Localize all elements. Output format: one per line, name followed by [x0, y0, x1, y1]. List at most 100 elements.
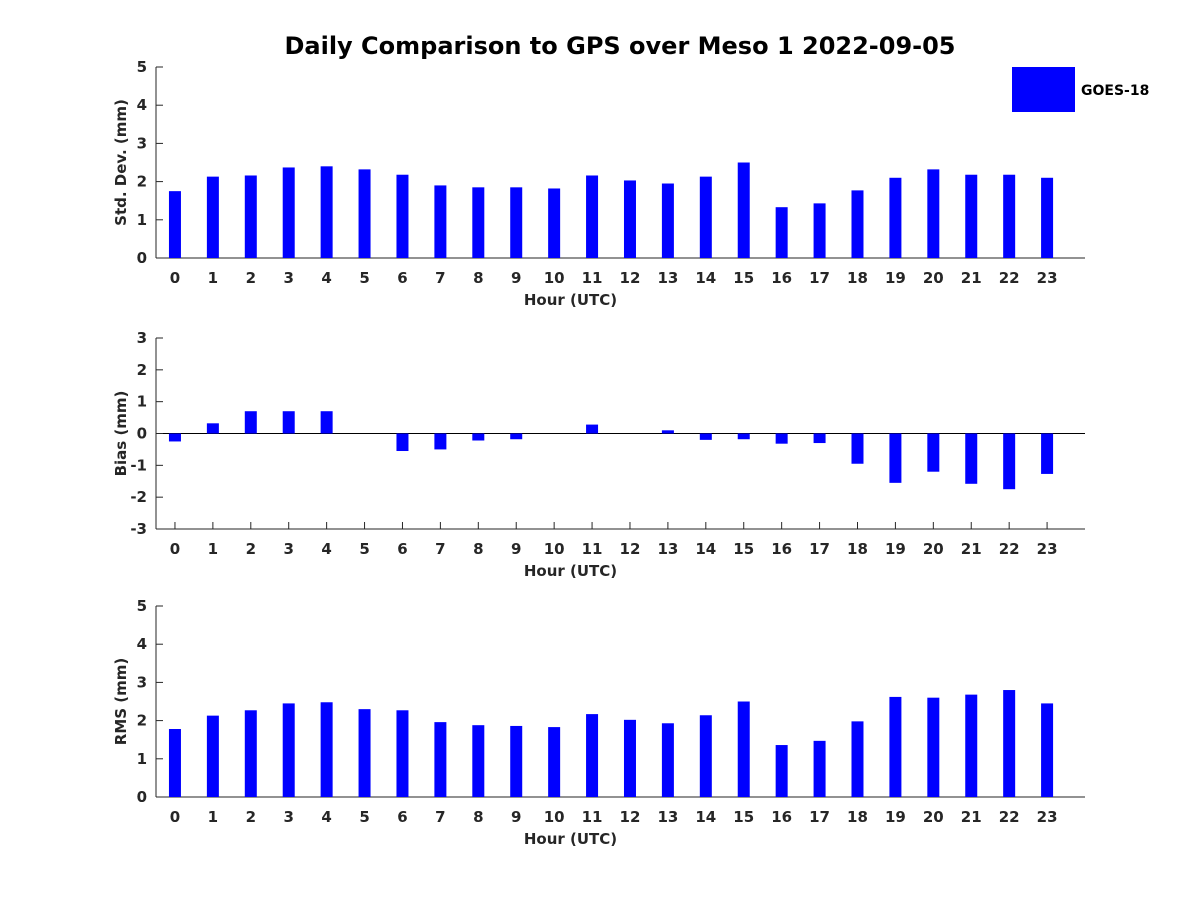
x-tick-label: 17	[809, 808, 830, 826]
x-tick-label: 9	[511, 540, 521, 558]
x-tick-label: 7	[435, 540, 445, 558]
x-tick-label: 17	[809, 540, 830, 558]
x-tick-label: 10	[544, 808, 565, 826]
x-tick-label: 8	[473, 808, 483, 826]
x-tick-label: 9	[511, 808, 521, 826]
bar-hour-6	[396, 433, 409, 452]
x-tick-label: 2	[246, 540, 256, 558]
bar-hour-11	[586, 175, 599, 258]
bar-hour-13	[661, 430, 674, 434]
bar-hour-17	[813, 433, 826, 444]
x-tick-label: 15	[733, 540, 754, 558]
y-axis-label: Std. Dev. (mm)	[112, 99, 130, 226]
bar-hour-14	[699, 433, 712, 440]
x-tick-label: 13	[657, 808, 678, 826]
bar-hour-8	[472, 187, 485, 258]
x-tick-label: 20	[923, 269, 944, 287]
bar-hour-15	[737, 162, 750, 258]
x-tick-label: 5	[359, 808, 369, 826]
x-tick-label: 11	[582, 540, 603, 558]
y-tick-label: 1	[137, 393, 147, 411]
x-tick-label: 10	[544, 540, 565, 558]
y-axis-label: RMS (mm)	[112, 658, 130, 745]
x-tick-label: 3	[283, 269, 293, 287]
x-tick-label: 18	[847, 808, 868, 826]
chart-title: Daily Comparison to GPS over Meso 1 2022…	[284, 32, 955, 60]
x-tick-label: 7	[435, 269, 445, 287]
bar-hour-14	[699, 715, 712, 797]
x-tick-label: 0	[170, 540, 180, 558]
bar-hour-6	[396, 710, 409, 797]
bar-hour-21	[965, 694, 978, 797]
x-tick-label: 16	[771, 808, 792, 826]
x-tick-label: 14	[695, 540, 716, 558]
x-axis-label: Hour (UTC)	[524, 291, 617, 309]
y-tick-label: 2	[137, 712, 147, 730]
x-tick-label: 2	[246, 269, 256, 287]
x-tick-label: 23	[1037, 269, 1058, 287]
x-tick-label: 17	[809, 269, 830, 287]
bar-hour-9	[510, 725, 523, 797]
x-tick-label: 2	[246, 808, 256, 826]
bar-hour-7	[434, 433, 447, 450]
x-tick-label: 3	[283, 540, 293, 558]
bar-hour-8	[472, 433, 485, 441]
y-tick-label: 2	[137, 361, 147, 379]
bar-hour-1	[206, 423, 219, 434]
x-tick-label: 1	[208, 269, 218, 287]
x-tick-label: 8	[473, 540, 483, 558]
y-tick-label: 3	[137, 134, 147, 152]
x-tick-label: 5	[359, 269, 369, 287]
bar-hour-9	[510, 187, 523, 258]
bar-hour-5	[358, 169, 371, 258]
x-tick-label: 12	[620, 269, 641, 287]
bar-hour-22	[1003, 433, 1016, 490]
bar-hour-7	[434, 722, 447, 797]
bar-hour-10	[548, 727, 561, 797]
bar-hour-18	[851, 433, 864, 464]
y-tick-label: 5	[137, 597, 147, 615]
y-tick-label: 5	[137, 58, 147, 76]
bar-hour-16	[775, 433, 788, 444]
x-tick-label: 21	[961, 808, 982, 826]
x-tick-label: 12	[620, 808, 641, 826]
x-tick-label: 22	[999, 269, 1020, 287]
x-tick-label: 13	[657, 269, 678, 287]
x-tick-label: 20	[923, 540, 944, 558]
bar-hour-13	[661, 723, 674, 797]
bar-hour-22	[1003, 174, 1016, 258]
x-tick-label: 21	[961, 269, 982, 287]
bar-hour-5	[358, 709, 371, 797]
x-tick-label: 1	[208, 808, 218, 826]
x-tick-label: 19	[885, 808, 906, 826]
legend-label: GOES-18	[1081, 83, 1149, 99]
bar-hour-20	[927, 433, 940, 472]
bar-hour-11	[586, 424, 599, 434]
x-tick-label: 4	[321, 269, 331, 287]
x-tick-label: 22	[999, 540, 1020, 558]
bar-hour-9	[510, 433, 523, 440]
x-tick-label: 0	[170, 269, 180, 287]
y-tick-label: 1	[137, 750, 147, 768]
bar-hour-4	[320, 166, 333, 258]
bar-hour-23	[1041, 703, 1054, 797]
x-tick-label: 4	[321, 808, 331, 826]
x-axis-label: Hour (UTC)	[524, 562, 617, 580]
x-tick-label: 11	[582, 269, 603, 287]
bar-hour-15	[737, 701, 750, 797]
x-tick-label: 15	[733, 269, 754, 287]
x-tick-label: 20	[923, 808, 944, 826]
bar-hour-17	[813, 203, 826, 258]
bar-hour-7	[434, 185, 447, 258]
bar-hour-0	[168, 191, 181, 258]
x-tick-label: 15	[733, 808, 754, 826]
bar-hour-22	[1003, 690, 1016, 797]
x-tick-label: 19	[885, 540, 906, 558]
x-tick-label: 6	[397, 540, 407, 558]
y-tick-label: 3	[137, 329, 147, 347]
y-tick-label: 2	[137, 173, 147, 191]
x-tick-label: 12	[620, 540, 641, 558]
